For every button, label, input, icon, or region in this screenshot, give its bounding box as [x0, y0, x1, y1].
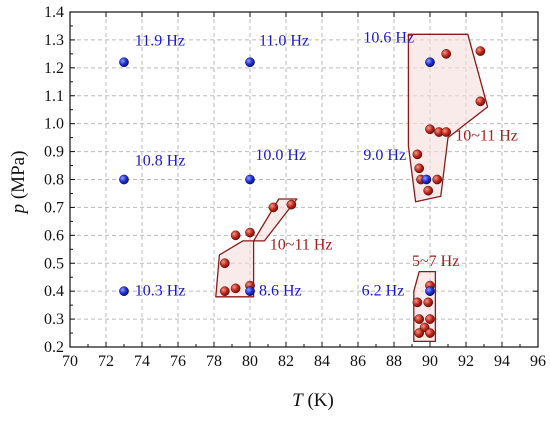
blue-point — [119, 174, 129, 185]
blue-point — [245, 57, 255, 68]
blue-point — [119, 57, 129, 68]
x-tick-label: 86 — [350, 353, 366, 370]
frequency-label: 6.2 Hz — [362, 282, 405, 299]
x-tick-label: 74 — [134, 353, 150, 370]
y-tick-label: 0.9 — [44, 144, 64, 161]
y-tick-label: 0.2 — [44, 339, 64, 356]
red-point — [432, 174, 443, 185]
region-layer — [215, 33, 489, 343]
blue-point — [425, 57, 435, 68]
red-point — [475, 96, 486, 107]
y-tick-label: 0.8 — [44, 172, 64, 189]
x-tick-label: 84 — [314, 353, 330, 370]
y-tick-label: 1.3 — [44, 32, 64, 49]
red-point — [219, 286, 230, 297]
red-point — [230, 230, 241, 241]
point-layer — [119, 46, 486, 338]
x-axis-title: T (K) — [292, 390, 334, 411]
frequency-range-label: 10~11 Hz — [455, 127, 518, 144]
x-tick-label: 94 — [494, 353, 510, 370]
y-axis-variable: p — [8, 204, 29, 216]
y-tick-label: 1.4 — [44, 4, 64, 21]
grid-layer — [70, 12, 538, 347]
red-point — [268, 202, 279, 213]
y-axis-title: p (MPa) — [8, 151, 29, 216]
x-tick-label: 76 — [170, 353, 186, 370]
y-axis-unit: (MPa) — [8, 151, 29, 204]
y-tick-label: 0.5 — [44, 255, 64, 272]
annotation-layer: 11.9 Hz 11.0 Hz 10.6 Hz 10.8 Hz 10.0 Hz 9.0 H… — [135, 30, 518, 300]
blue-point — [119, 286, 129, 297]
y-tick-label: 1.1 — [44, 88, 64, 105]
x-tick-label: 70 — [62, 353, 78, 370]
red-point — [441, 127, 452, 137]
blue-point — [425, 286, 435, 297]
red-point — [423, 185, 434, 196]
region-low-T — [215, 198, 298, 298]
red-point — [441, 49, 452, 59]
red-point — [414, 163, 425, 174]
x-tick-label: 80 — [242, 353, 258, 370]
red-point — [412, 149, 423, 160]
frequency-label: 9.0 Hz — [363, 147, 406, 164]
x-axis-unit: (K) — [303, 390, 334, 411]
y-tick-label: 0.4 — [44, 283, 64, 300]
red-point — [425, 314, 435, 324]
frequency-label: 11.0 Hz — [259, 33, 309, 50]
blue-point — [421, 174, 432, 185]
red-point — [230, 283, 241, 294]
x-tick-label: 72 — [98, 353, 114, 370]
red-point — [286, 199, 297, 210]
red-point — [423, 297, 434, 308]
region-high-p — [407, 33, 489, 203]
red-point — [412, 297, 423, 308]
red-point — [425, 328, 435, 338]
frequency-label: 10.3 Hz — [135, 282, 186, 299]
x-tick-label: 90 — [422, 353, 438, 370]
axis-layer: 70 72 74 76 78 80 82 84 86 88 90 92 94 96 0.2 0.3 0.4 0.5… — [44, 4, 546, 370]
red-point — [425, 124, 435, 135]
blue-point — [245, 174, 255, 185]
y-tick-label: 0.3 — [44, 311, 64, 328]
frequency-label: 8.6 Hz — [259, 282, 302, 299]
y-tick-label: 0.6 — [44, 227, 64, 244]
red-point — [414, 314, 425, 324]
frequency-label: 10.6 Hz — [363, 30, 414, 47]
red-point — [475, 46, 486, 56]
y-tick-label: 1.0 — [44, 116, 64, 133]
y-tick-label: 0.7 — [44, 199, 64, 216]
x-axis-variable: T — [292, 390, 304, 411]
y-tick-label: 1.2 — [44, 60, 64, 77]
frequency-label: 10.8 Hz — [135, 153, 186, 170]
x-tick-label: 82 — [278, 353, 294, 370]
x-tick-label: 92 — [458, 353, 474, 370]
x-tick-label: 78 — [206, 353, 222, 370]
red-point — [414, 328, 425, 338]
red-point — [245, 227, 255, 238]
red-point — [219, 258, 230, 269]
frequency-range-label: 5~7 Hz — [412, 253, 459, 270]
frequency-label: 11.9 Hz — [135, 33, 185, 50]
blue-point — [245, 286, 255, 297]
frequency-range-label: 10~11 Hz — [270, 236, 333, 253]
x-tick-label: 88 — [386, 353, 402, 370]
x-tick-label: 96 — [530, 353, 546, 370]
frequency-label: 10.0 Hz — [255, 147, 306, 164]
